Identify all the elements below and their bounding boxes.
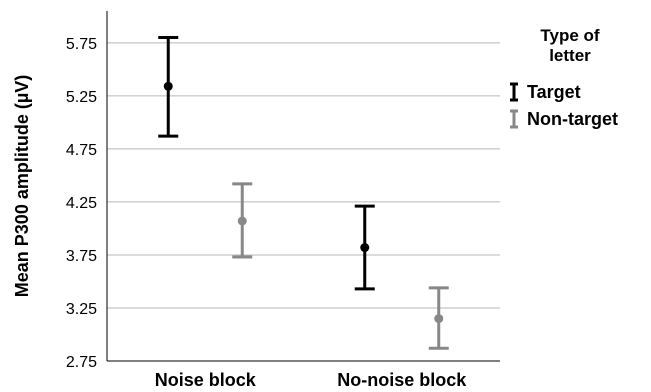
y-tick-label: 2.75	[66, 354, 97, 371]
x-category-label: No-noise block	[337, 370, 467, 390]
y-tick-label: 5.25	[66, 89, 97, 106]
y-tick-label: 4.25	[66, 195, 97, 212]
y-tick-label: 4.75	[66, 142, 97, 159]
legend-label: Non-target	[527, 109, 618, 129]
y-tick-label: 3.75	[66, 248, 97, 265]
legend-label: Target	[527, 82, 581, 102]
error-bar-group	[428, 286, 449, 350]
legend: Type of letter Target Non-target	[510, 26, 618, 129]
mean-point	[434, 314, 444, 324]
y-axis-title: Mean P300 amplitude (µV)	[12, 75, 32, 297]
legend-item: Target	[510, 82, 581, 102]
mean-point	[237, 216, 247, 226]
y-tick-label: 5.75	[66, 36, 97, 53]
y-tick-labels: 2.75 3.25 3.75 4.25 4.75 5.25 5.75	[66, 36, 97, 371]
mean-point	[360, 243, 370, 253]
error-bar-group	[232, 182, 253, 259]
error-bar-group	[354, 204, 375, 291]
legend-item: Non-target	[510, 109, 618, 129]
legend-title-line-1: Type of	[540, 26, 600, 45]
error-bar-group	[158, 36, 179, 138]
legend-title-line-2: letter	[549, 46, 591, 65]
x-category-label: Noise block	[155, 370, 257, 390]
x-category-labels: Noise block No-noise block	[155, 370, 468, 390]
error-bars	[158, 36, 449, 350]
mean-point	[163, 81, 173, 91]
grid-lines	[107, 42, 500, 309]
y-tick-label: 3.25	[66, 301, 97, 318]
